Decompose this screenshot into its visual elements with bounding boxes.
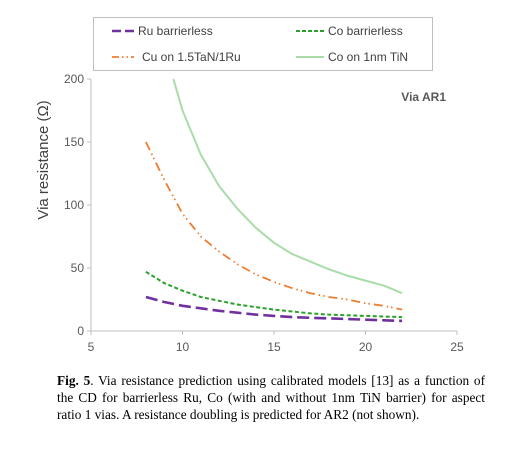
chart-annotation: Via AR1 bbox=[401, 90, 446, 104]
y-tick-label: 50 bbox=[71, 261, 85, 275]
figure-caption: Fig. 5. Via resistance prediction using … bbox=[57, 372, 485, 423]
x-tick-label: 20 bbox=[359, 340, 373, 354]
y-tick-label: 200 bbox=[64, 72, 84, 86]
x-tick-label: 25 bbox=[450, 340, 464, 354]
legend-entry-ru: Ru barrierless bbox=[112, 24, 213, 38]
chart-legend: Ru barrierless Co barrierless Cu on 1.5T… bbox=[93, 17, 433, 71]
chart-ticks: 0 50 100 150 200 5 10 15 20 25 bbox=[64, 72, 464, 354]
legend-swatch-co bbox=[296, 30, 324, 32]
series-line-1 bbox=[145, 270, 403, 319]
legend-entry-cu: Cu on 1.5TaN/1Ru bbox=[112, 50, 241, 64]
legend-label-co-tin: Co on 1nm TiN bbox=[328, 50, 409, 64]
y-tick-label: 0 bbox=[77, 324, 84, 338]
y-axis-label: Via resistance (Ω) bbox=[35, 100, 52, 219]
y-tick-label: 100 bbox=[64, 198, 84, 212]
series-line-3 bbox=[172, 78, 403, 295]
x-tick-label: 15 bbox=[267, 340, 281, 354]
y-tick-label: 150 bbox=[64, 135, 84, 149]
x-tick-label: 5 bbox=[88, 340, 95, 354]
chart-series-layer bbox=[145, 78, 403, 323]
via-resistance-chart: 0 50 100 150 200 5 10 15 20 25 Via AR1 Via resist… bbox=[35, 72, 464, 354]
legend-label-ru: Ru barrierless bbox=[138, 24, 213, 38]
x-tick-label: 10 bbox=[176, 340, 190, 354]
legend-swatch-ru bbox=[112, 29, 134, 33]
legend-entry-co: Co barrierless bbox=[296, 24, 403, 38]
legend-label-cu: Cu on 1.5TaN/1Ru bbox=[142, 50, 241, 64]
legend-label-co: Co barrierless bbox=[328, 24, 403, 38]
caption-label: Fig. 5 bbox=[57, 373, 91, 388]
caption-text: . Via resistance prediction using calibr… bbox=[57, 373, 486, 422]
legend-swatch-co-tin bbox=[296, 56, 324, 58]
legend-swatch-cu bbox=[112, 56, 134, 58]
legend-entry-co-tin: Co on 1nm TiN bbox=[296, 50, 408, 64]
series-line-2 bbox=[145, 141, 403, 311]
series-line-0 bbox=[145, 295, 403, 323]
